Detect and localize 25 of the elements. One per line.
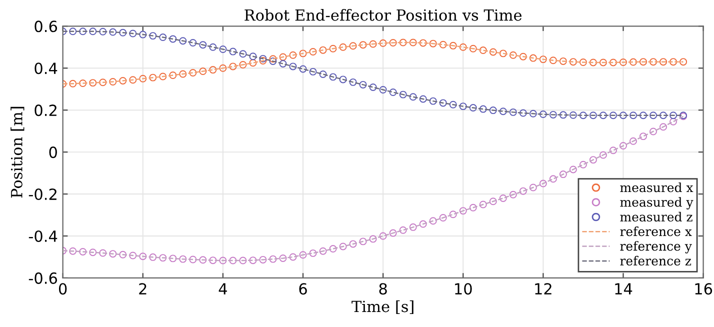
x-tick-label: 2 — [139, 283, 146, 294]
x-tick-label: 4 — [218, 283, 227, 294]
legend-label: reference x — [620, 226, 692, 236]
y-tick-label: -0.4 — [28, 230, 58, 242]
legend-label: measured z — [620, 212, 692, 222]
legend-label: reference z — [620, 256, 692, 266]
y-tick-label: 0.4 — [34, 62, 58, 74]
legend-label: reference y — [620, 241, 692, 254]
x-tick-label: 0 — [58, 283, 67, 295]
y-tick-label: 0.6 — [34, 20, 58, 32]
y-tick-label: -0.2 — [28, 188, 56, 200]
x-tick-label: 16 — [695, 283, 712, 295]
legend-label: measured x — [620, 182, 694, 192]
y-tick-label: 0.2 — [34, 104, 56, 116]
legend-label: measured y — [620, 197, 694, 210]
chart-title: Robot End-effector Position vs Time — [244, 8, 522, 21]
x-axis-title: Time [s] — [352, 300, 414, 314]
x-tick-label: 6 — [299, 283, 307, 295]
x-tick-label: 8 — [379, 283, 387, 295]
x-tick-label: 10 — [455, 283, 472, 295]
y-tick-label: -0.6 — [28, 272, 58, 284]
x-tick-label: 12 — [535, 283, 552, 294]
y-tick-label: 0 — [49, 146, 57, 158]
x-tick-label: 14 — [615, 283, 632, 294]
y-axis-title: Position [m] — [10, 106, 24, 198]
